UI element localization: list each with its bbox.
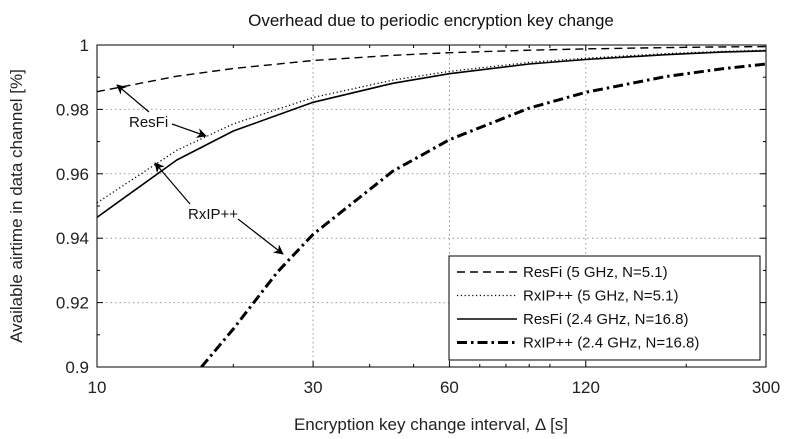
- y-tick-label: 1: [80, 36, 89, 55]
- series-line-3: [97, 50, 766, 218]
- series-layer: [97, 45, 766, 367]
- series-line-4: [200, 62, 766, 367]
- annotation-rxip: RxIP++: [188, 206, 238, 223]
- series-line-2: [97, 49, 766, 204]
- grid: [97, 45, 766, 367]
- x-tick-label: 120: [572, 378, 600, 397]
- y-axis-label: Available airtime in data channel [%]: [7, 69, 26, 343]
- x-tick-label: 10: [88, 378, 107, 397]
- x-tick-label: 300: [752, 378, 780, 397]
- legend: ResFi (5 GHz, N=5.1) RxIP++ (5 GHz, N=5.1…: [448, 255, 761, 361]
- y-tick-label: 0.94: [56, 229, 89, 248]
- legend-label-1: ResFi (5 GHz, N=5.1): [523, 264, 668, 281]
- legend-label-2: RxIP++ (5 GHz, N=5.1): [523, 288, 678, 305]
- y-tick-label: 0.98: [56, 100, 89, 119]
- annotation-resfi-arrow-1: [116, 84, 150, 113]
- legend-label-3: ResFi (2.4 GHz, N=16.8): [523, 311, 688, 328]
- x-axis-label: Encryption key change interval, Δ [s]: [294, 415, 568, 434]
- chart-title: Overhead due to periodic encryption key …: [248, 11, 614, 30]
- annotation-rxip-arrow-1: [154, 162, 191, 205]
- annotation-resfi-arrow-2: [171, 123, 207, 138]
- legend-label-4: RxIP++ (2.4 GHz, N=16.8): [523, 335, 699, 352]
- y-tick-label: 0.92: [56, 294, 89, 313]
- x-tick-label: 60: [440, 378, 459, 397]
- y-tick-label: 0.96: [56, 165, 89, 184]
- axis-ticks: 0.9 0.92 0.94 0.96 0.98 1 10 30 60 120 300: [56, 36, 780, 397]
- series-line-1: [97, 45, 766, 93]
- annotation-rxip-arrow-2: [237, 218, 284, 255]
- annotation-resfi: ResFi: [129, 114, 168, 131]
- y-tick-label: 0.9: [65, 358, 89, 377]
- x-tick-label: 30: [304, 378, 323, 397]
- annotations: ResFi RxIP++: [116, 84, 284, 255]
